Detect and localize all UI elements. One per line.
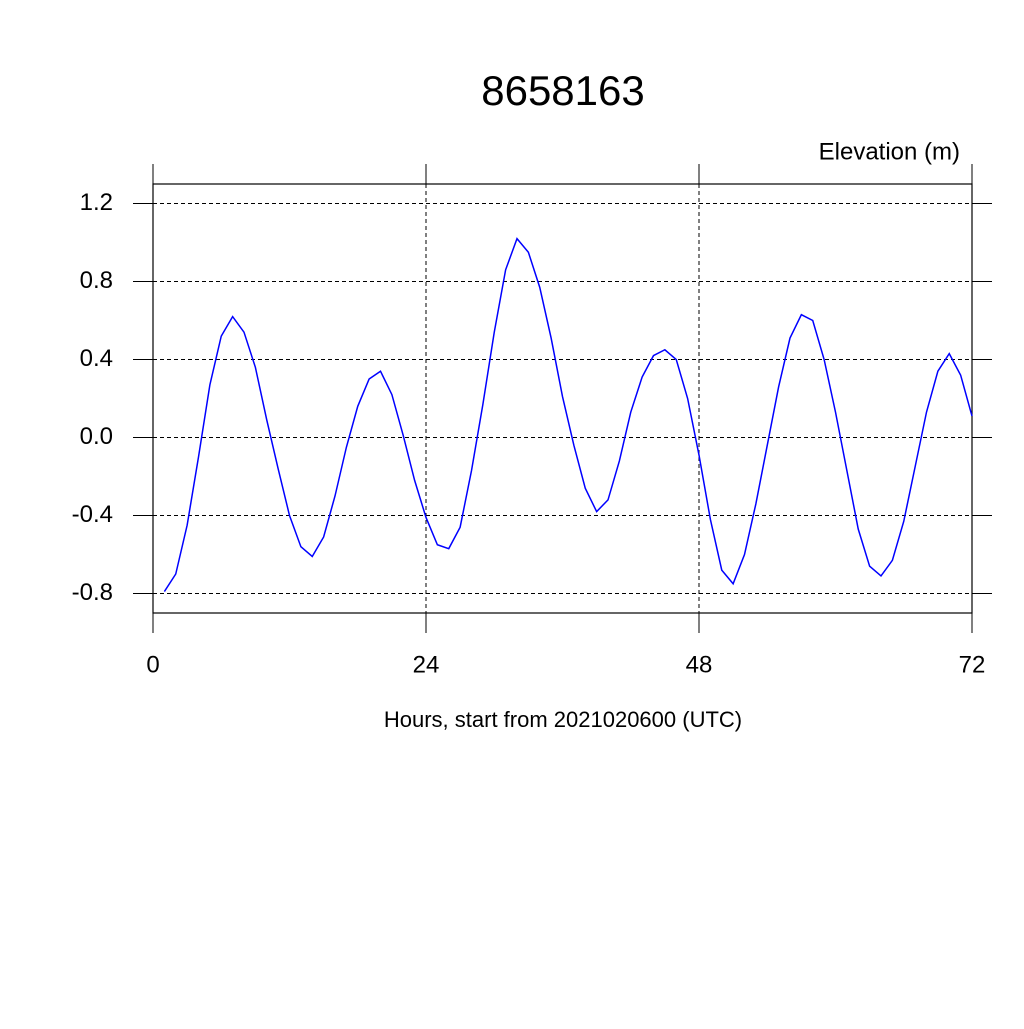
y-tick-label: -0.4 — [72, 501, 113, 528]
y-tick-label: 0.0 — [80, 423, 113, 450]
y-axis-label: Elevation (m) — [819, 138, 960, 165]
x-tick-label: 0 — [146, 651, 159, 678]
chart-title: 8658163 — [481, 67, 645, 114]
x-tick-label: 48 — [686, 651, 713, 678]
y-tick-label: 0.8 — [80, 267, 113, 294]
y-tick-label: 1.2 — [80, 189, 113, 216]
x-tick-label: 72 — [959, 651, 986, 678]
data-line — [163, 237, 973, 592]
y-tick-label: -0.8 — [72, 579, 113, 606]
x-tick-label: 24 — [413, 651, 440, 678]
y-tick-label: 0.4 — [80, 345, 113, 372]
plot-frame — [152, 183, 973, 614]
x-axis-label: Hours, start from 2021020600 (UTC) — [384, 707, 742, 732]
